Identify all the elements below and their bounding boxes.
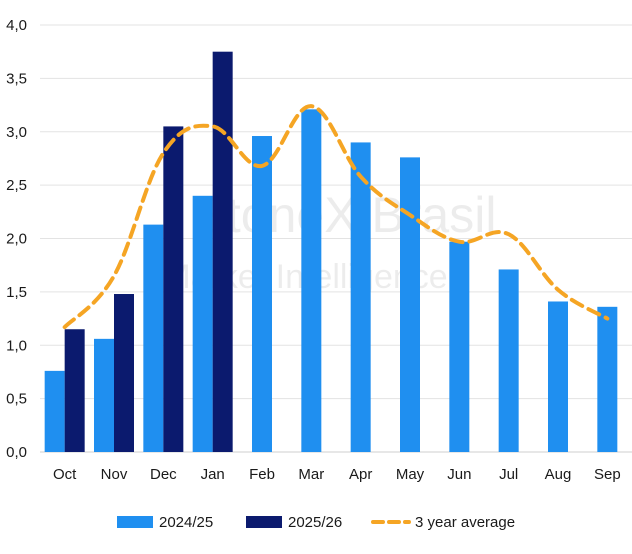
legend-swatch [246,516,282,528]
x-tick-label: Dec [150,466,177,483]
x-tick-label: Aug [545,466,572,483]
y-tick-label: 2,0 [6,231,27,248]
y-tick-label: 2,5 [6,177,27,194]
bar-2024-25-dec [143,224,164,452]
x-tick-label: Apr [349,466,372,483]
legend: 2024/25 2025/26 3 year average [117,514,515,531]
x-axis: Oct Nov Dec Jan Feb Mar Apr May Jun Jul Aug Sep [53,466,621,483]
bar-2024-25-jul [498,269,519,452]
bar-2024-25-oct [44,370,65,452]
y-tick-label: 0,5 [6,391,27,408]
x-tick-label: Feb [249,466,275,483]
average-line [62,104,610,330]
legend-label: 2024/25 [159,514,213,531]
x-tick-label: Jul [499,466,518,483]
x-tick-label: Nov [101,466,128,483]
bar-2025-26-dec [163,126,184,452]
legend-label: 3 year average [415,514,515,531]
legend-swatch [117,516,153,528]
bar-2025-26-oct [64,329,85,452]
grid-lines [40,24,632,453]
bar-2025-26-jan [212,51,233,452]
bar-2024-25-may [400,157,420,452]
y-tick-label: 3,5 [6,70,27,87]
svg-text:StoneX Brasil: StoneX Brasil [194,187,497,243]
bar-2024-25-apr [350,142,371,453]
bar-2024-25-sep [597,306,618,452]
legend-item: 3 year average [371,514,515,531]
bar-2024-25-aug [548,301,568,452]
x-tick-label: Jan [201,466,225,483]
y-axis: 0,0 0,5 1,0 1,5 2,0 2,5 3,0 3,5 4,0 [6,17,27,461]
y-tick-label: 4,0 [6,17,27,34]
bar-2024-25-jan [192,195,213,453]
legend-label: 2025/26 [288,514,342,531]
line-3-year-average [62,104,610,330]
y-tick-label: 1,0 [6,337,27,354]
y-tick-label: 0,0 [6,444,27,461]
bar-2025-26-nov [114,294,134,452]
x-tick-label: Oct [53,466,77,483]
x-tick-label: May [396,466,425,483]
bar-2024-25-mar [301,109,322,453]
legend-item: 2024/25 [117,514,213,531]
y-tick-label: 3,0 [6,124,27,141]
x-tick-label: Mar [298,466,324,483]
legend-item: 2025/26 [246,514,342,531]
bar-2024-25-nov [94,338,114,452]
bar-2024-25-feb [252,136,272,452]
y-tick-label: 1,5 [6,284,27,301]
bar-2024-25-jun [449,241,470,452]
x-tick-label: Jun [447,466,471,483]
bars [44,51,618,453]
x-tick-label: Sep [594,466,621,483]
